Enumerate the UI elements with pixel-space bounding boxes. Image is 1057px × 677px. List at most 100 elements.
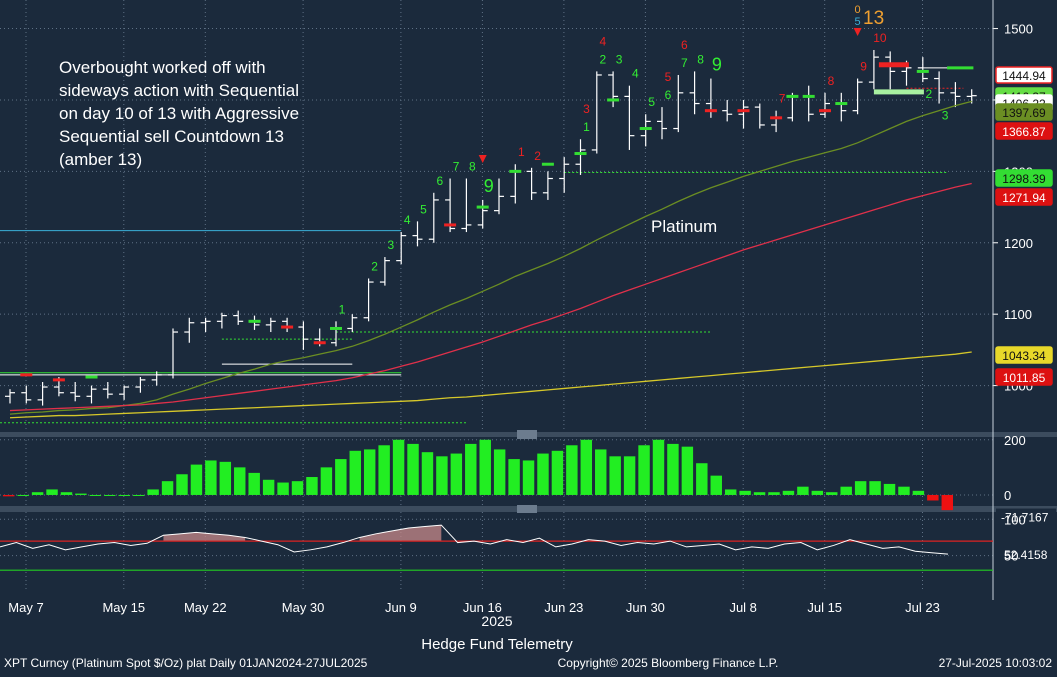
momentum-bar [219, 461, 232, 495]
momentum-bar [912, 490, 925, 495]
momentum-bar [566, 445, 578, 495]
td-risk-bar [878, 62, 909, 68]
right-value-tag-bg [995, 169, 1053, 187]
price-tick-label: 1100 [1004, 307, 1032, 322]
countdown-stack-mid: 5 [855, 16, 861, 28]
momentum-bar [450, 453, 463, 495]
momentum-bar [479, 439, 491, 495]
momentum-bar [739, 490, 751, 495]
momentum-bar [104, 494, 116, 496]
ohlc-bar [673, 74, 684, 133]
momentum-bar [724, 489, 737, 495]
momentum-bar [826, 492, 838, 495]
momentum-bar [811, 490, 824, 495]
ohlc-bar [168, 328, 178, 379]
right-value-tag: 1366.87 [995, 122, 1053, 140]
ohlc-bar [37, 382, 48, 406]
momentum-bar [609, 456, 621, 495]
setup-count-label: 1 [583, 120, 590, 134]
momentum-bar [537, 453, 549, 495]
ohlc-bar [640, 114, 651, 147]
ohlc-bar [216, 312, 227, 329]
moving-average-short [9, 100, 972, 415]
momentum-last-tag-bg [996, 508, 1056, 525]
momentum-bar [17, 494, 29, 496]
ohlc-bar [494, 178, 504, 215]
setup-count-label: 7 [453, 160, 460, 174]
setup-count-label: 2 [925, 87, 932, 101]
chart-title: Platinum [651, 217, 717, 236]
momentum-bar [349, 450, 361, 495]
footer-right: 27-Jul-2025 10:03:02 [939, 656, 1053, 670]
ohlc-bar [379, 257, 390, 286]
setup-count-label: 3 [616, 52, 623, 66]
momentum-bar [176, 474, 188, 495]
momentum-bar [797, 486, 809, 495]
right-value-tag: 1298.39 [995, 169, 1053, 187]
momentum-bar [493, 449, 506, 495]
annotation-line-3: on day 10 of 13 with Aggressive [59, 104, 299, 123]
date-tick-label: Jul 15 [807, 600, 842, 615]
momentum-bar [421, 452, 434, 495]
ohlc-bar [738, 99, 749, 129]
setup-count-label: 2 [371, 259, 378, 273]
momentum-bar [768, 492, 780, 495]
momentum-bar [161, 481, 174, 495]
right-value-tag: 1397.69 [995, 103, 1053, 121]
momentum-bar [46, 489, 58, 495]
setup-count-label: 5 [665, 70, 672, 84]
price-tick-label: 1200 [1004, 236, 1033, 251]
setup-count-label: 4 [404, 213, 411, 227]
ohlc-bar [917, 57, 928, 83]
right-value-tag: 1444.94 [995, 66, 1053, 84]
ohlc-bar [363, 278, 374, 322]
momentum-bar [753, 492, 766, 495]
ohlc-bar [950, 82, 961, 108]
ohlc-bar [102, 382, 113, 399]
ohlc-bar [151, 371, 162, 386]
momentum-bar [941, 494, 953, 511]
momentum-bar [522, 460, 535, 495]
momentum-bar [551, 450, 564, 495]
momentum-bar [681, 446, 694, 495]
momentum-bar [132, 494, 145, 496]
ohlc-bar [526, 167, 537, 200]
date-tick-label: Jun 16 [463, 600, 502, 615]
momentum-bar [306, 477, 318, 495]
countdown-stack-top: 0 [855, 4, 861, 16]
momentum-bar [262, 479, 275, 495]
right-value-tag-text: 1298.39 [1002, 172, 1046, 186]
setup-count-label: 3 [942, 109, 949, 123]
date-tick-label: Jul 23 [905, 600, 940, 615]
momentum-bar [580, 439, 593, 495]
moving-average-long [9, 351, 972, 419]
momentum-bar [234, 467, 246, 495]
setup-count-label: 1 [518, 145, 525, 159]
date-tick-label: Jun 23 [544, 600, 583, 615]
ohlc-bar [21, 385, 32, 404]
ohlc-bar [477, 199, 488, 229]
date-tick-label: May 22 [184, 600, 227, 615]
momentum-bar [75, 493, 87, 495]
momentum-last-label: -71.7167 [1001, 511, 1049, 525]
right-value-tag-bg [995, 346, 1053, 364]
momentum-bar [291, 481, 304, 495]
source-label: Hedge Fund Telemetry [421, 636, 573, 653]
right-value-tag-bg [995, 66, 1053, 84]
setup-count-label: 2 [599, 52, 606, 66]
momentum-bar [927, 494, 939, 501]
price-tick-label: 1500 [1004, 22, 1033, 37]
ohlc-bar [184, 317, 195, 343]
right-value-tag-text: 1397.69 [1002, 106, 1046, 120]
momentum-bar [623, 456, 636, 495]
momentum-bar [190, 464, 203, 495]
rsi-line [0, 524, 949, 555]
panel-resize-handle-2 [517, 505, 537, 513]
ohlc-bar [428, 192, 439, 243]
setup-count-label: 9 [484, 176, 494, 196]
setup-count-label: 7 [779, 92, 786, 106]
momentum-tick-label: 200 [1004, 433, 1026, 448]
sell-arrow-icon [478, 155, 487, 163]
